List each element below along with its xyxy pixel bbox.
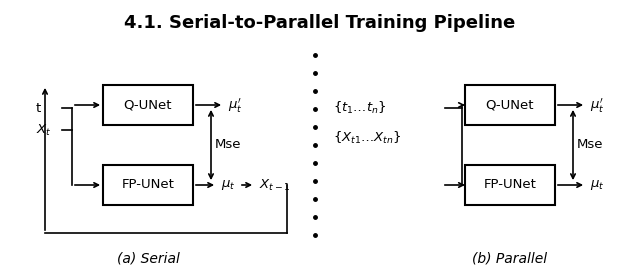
Text: $\mu_t'$: $\mu_t'$ [228,96,243,114]
Text: $X_{t-1}$: $X_{t-1}$ [259,177,291,192]
Bar [103,85,193,125]
Text: $X_t$: $X_t$ [36,122,52,138]
Text: 4.1. Serial-to-Parallel Training Pipeline: 4.1. Serial-to-Parallel Training Pipelin… [124,14,516,32]
Text: Q-UNet: Q-UNet [486,98,534,111]
Text: t: t [36,101,41,114]
Bar [465,85,555,125]
Text: $\mu_t'$: $\mu_t'$ [590,96,605,114]
Bar [465,165,555,205]
Text: $\mu_t$: $\mu_t$ [221,178,236,192]
Text: (a) Serial: (a) Serial [116,251,179,265]
Bar [103,165,193,205]
Text: $\{t_1{\ldots}t_n\}$: $\{t_1{\ldots}t_n\}$ [333,100,387,116]
Text: Mse: Mse [577,139,604,152]
Text: $\mu_t$: $\mu_t$ [590,178,605,192]
Text: (b) Parallel: (b) Parallel [472,251,548,265]
Text: FP-UNet: FP-UNet [484,178,536,191]
Text: $\{X_{t1}{\ldots}X_{tn}\}$: $\{X_{t1}{\ldots}X_{tn}\}$ [333,130,401,146]
Text: FP-UNet: FP-UNet [122,178,175,191]
Text: Mse: Mse [215,139,241,152]
Text: Q-UNet: Q-UNet [124,98,172,111]
